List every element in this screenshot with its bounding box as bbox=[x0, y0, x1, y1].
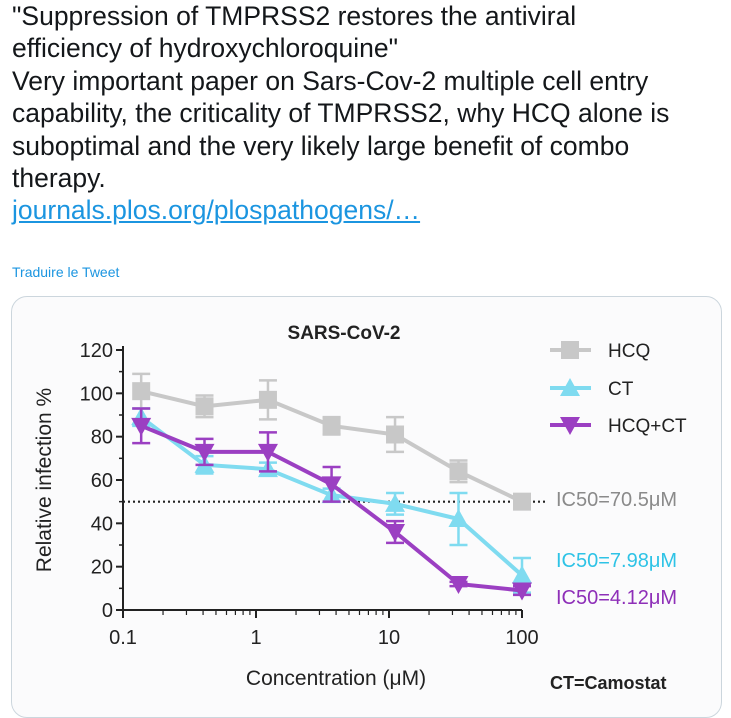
data-point bbox=[448, 576, 469, 594]
data-point bbox=[195, 397, 214, 416]
data-point bbox=[132, 382, 151, 401]
ic50-label: IC50=4.12μM bbox=[556, 587, 677, 609]
tweet-text-line: efficiency of hydroxychloroquine" bbox=[12, 33, 399, 64]
data-point bbox=[512, 565, 532, 584]
y-tick-label: 60 bbox=[91, 470, 113, 492]
y-tick-label: 0 bbox=[102, 600, 113, 622]
data-point bbox=[448, 509, 469, 527]
data-point bbox=[386, 425, 405, 444]
legend-label: HCQ+CT bbox=[608, 416, 687, 437]
data-point bbox=[322, 416, 341, 435]
legend-label: HCQ bbox=[608, 341, 650, 362]
y-tick-label: 40 bbox=[91, 513, 113, 535]
data-point bbox=[385, 493, 406, 512]
data-point bbox=[194, 443, 215, 462]
y-tick-label: 120 bbox=[80, 340, 113, 362]
x-tick-label: 10 bbox=[378, 627, 400, 649]
y-tick-label: 20 bbox=[91, 557, 113, 579]
tweet-text-line: "Suppression of TMPRSS2 restores the ant… bbox=[12, 1, 577, 31]
tweet-text-line: suboptimal and the very likely large ben… bbox=[12, 130, 630, 161]
translate-tweet-link[interactable]: Traduire le Tweet bbox=[12, 264, 120, 280]
x-tick-label: 0.1 bbox=[109, 627, 137, 649]
data-point bbox=[321, 476, 342, 495]
x-tick-label: 1 bbox=[250, 627, 261, 649]
y-axis-label: Relative infection % bbox=[33, 388, 56, 572]
ic50-label: IC50=70.5μM bbox=[556, 489, 677, 511]
tweet-text-line: capability, the criticality of TMPRSS2, … bbox=[12, 98, 670, 129]
tweet-text: "Suppression of TMPRSS2 restores the ant… bbox=[12, 0, 724, 227]
data-point bbox=[449, 462, 468, 481]
chart-footnote: CT=Camostat bbox=[550, 673, 667, 693]
tweet-media-card[interactable]: SARS-CoV-2 0 20 40 60 80 100 120 0.1 1 10 100 Concen… bbox=[11, 296, 722, 718]
x-tick-label: 100 bbox=[505, 627, 538, 649]
data-point bbox=[385, 524, 406, 542]
chart-title: SARS-CoV-2 bbox=[288, 323, 401, 344]
chart: SARS-CoV-2 0 20 40 60 80 100 120 0.1 1 10 100 Concen… bbox=[33, 323, 687, 693]
data-point bbox=[258, 390, 277, 409]
tweet-text-line: Very important paper on Sars-Cov-2 multi… bbox=[12, 65, 649, 96]
y-tick-label: 80 bbox=[91, 427, 113, 449]
data-point bbox=[512, 582, 532, 601]
tweet-link[interactable]: journals.plos.org/plospathogens/… bbox=[12, 195, 421, 226]
data-point bbox=[513, 492, 531, 511]
data-point bbox=[257, 443, 278, 462]
legend-marker bbox=[560, 378, 580, 396]
data-point bbox=[131, 417, 152, 436]
x-axis-label: Concentration (μM) bbox=[246, 667, 426, 690]
tweet-text-line: therapy. bbox=[12, 163, 106, 194]
legend-marker bbox=[561, 341, 579, 359]
legend-label: CT bbox=[608, 379, 634, 400]
legend-marker bbox=[560, 417, 580, 435]
ic50-label: IC50=7.98μM bbox=[556, 550, 677, 572]
y-tick-label: 100 bbox=[80, 383, 113, 405]
